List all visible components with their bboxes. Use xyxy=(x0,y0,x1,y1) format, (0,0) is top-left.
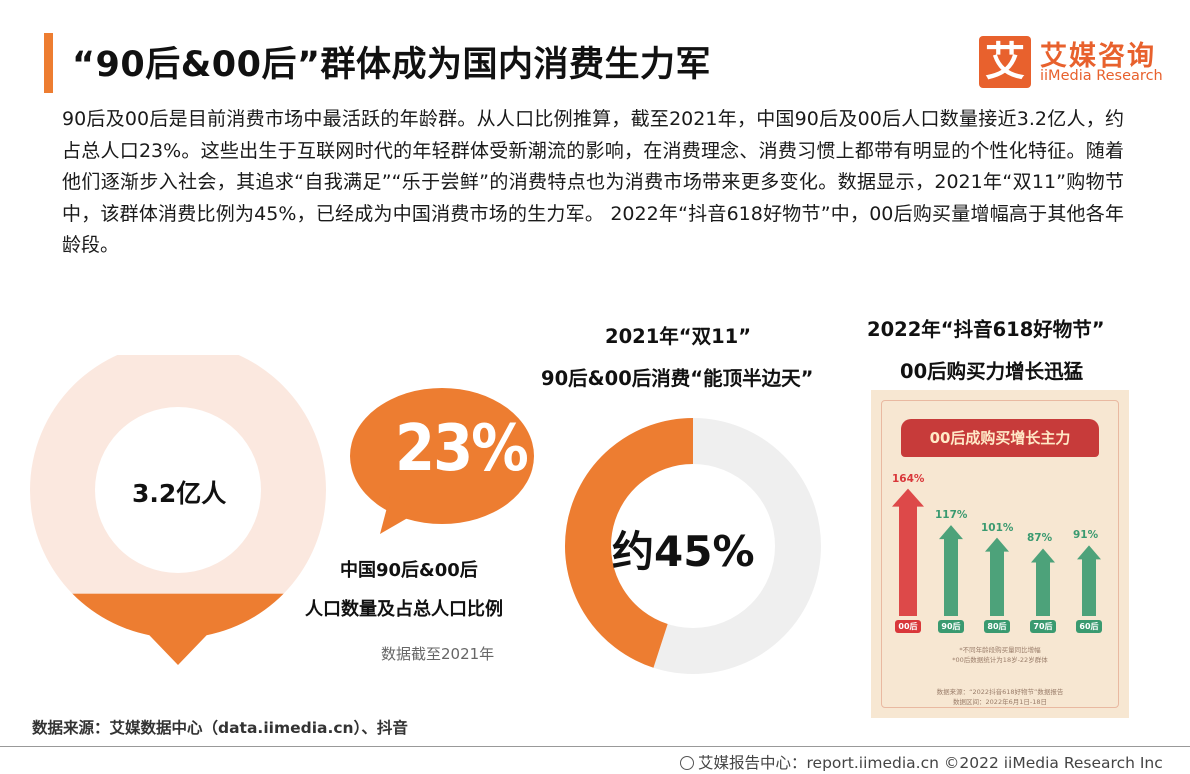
globe-icon xyxy=(680,756,694,770)
age-group-label: 00后 xyxy=(895,620,921,633)
age-group-label: 80后 xyxy=(984,620,1010,633)
data-source: 数据来源：艾媒数据中心（data.iimedia.cn）、抖音 xyxy=(32,719,408,737)
population-caption-line1: 中国90后&00后 xyxy=(340,560,478,581)
population-value: 3.2亿人 xyxy=(132,479,227,508)
footer-credit-text: 艾媒报告中心：report.iimedia.cn ©2022 iiMedia R… xyxy=(698,754,1163,772)
double11-title-line1: 2021年“双11” xyxy=(605,325,752,348)
population-share-value: 23% xyxy=(395,412,529,486)
douyin618-title-line2: 00后购买力增长迅猛 xyxy=(900,360,1084,383)
double11-title-line2: 90后&00后消费“能顶半边天” xyxy=(541,367,814,390)
poster-source-line2: 数据区间：2022年6月1日-18日 xyxy=(953,698,1047,706)
growth-arrow xyxy=(985,537,1009,616)
growth-value-label: 87% xyxy=(1027,532,1053,545)
logo-text-en: iiMedia Research xyxy=(1040,68,1163,84)
intro-paragraph: 90后及00后是目前消费市场中最活跃的年龄群。从人口比例推算，截至2021年，中… xyxy=(62,108,1124,256)
age-group-label: 70后 xyxy=(1030,620,1056,633)
growth-arrow xyxy=(1077,545,1101,616)
growth-arrow xyxy=(892,488,924,616)
growth-value-label: 91% xyxy=(1073,529,1099,542)
growth-value-label: 164% xyxy=(892,472,925,485)
growth-value-label: 117% xyxy=(935,509,968,522)
double11-donut-chart xyxy=(565,418,821,674)
age-group-label: 60后 xyxy=(1076,620,1102,633)
population-pin-graphic xyxy=(30,355,326,665)
share-speech-bubble xyxy=(350,388,534,534)
growth-arrow xyxy=(1031,548,1055,616)
growth-arrow-chart xyxy=(892,488,1101,616)
logo-mark: 艾 xyxy=(979,36,1031,88)
age-group-label: 90后 xyxy=(938,620,964,633)
double11-share-value: 约45% xyxy=(612,527,755,576)
poster-title: 00后成购买增长主力 xyxy=(929,429,1071,447)
page-title: “90后&00后”群体成为国内消费生力军 xyxy=(72,45,711,85)
growth-value-label: 101% xyxy=(981,521,1014,534)
poster-note-1: *不同年龄段购买量同比增幅 xyxy=(959,646,1041,654)
poster-frame xyxy=(881,400,1119,708)
douyin618-poster: 00后成购买增长主力 164% 00后 117% 90后 101% 80后 87% 70后 91… xyxy=(871,390,1129,718)
poster-banner xyxy=(901,419,1099,457)
poster-source-line1: 数据来源：“2022抖音618好物节”数据报告 xyxy=(936,688,1064,696)
donut-share-arc xyxy=(565,418,694,668)
growth-arrow xyxy=(939,525,963,616)
pin-share-fill xyxy=(30,593,326,665)
footer-divider xyxy=(0,746,1190,747)
footer-credit: 艾媒报告中心：report.iimedia.cn ©2022 iiMedia R… xyxy=(680,751,1163,773)
population-caption-line2: 人口数量及占总人口比例 xyxy=(305,599,503,620)
logo-text-cn: 艾媒咨询 xyxy=(1040,41,1156,72)
poster-note-2: *00后数据统计为18岁-22岁群体 xyxy=(952,656,1048,664)
title-accent-bar xyxy=(44,33,53,93)
douyin618-title-line1: 2022年“抖音618好物节” xyxy=(867,318,1105,341)
population-date-note: 数据截至2021年 xyxy=(381,645,495,663)
pin-center-hole xyxy=(95,407,261,573)
